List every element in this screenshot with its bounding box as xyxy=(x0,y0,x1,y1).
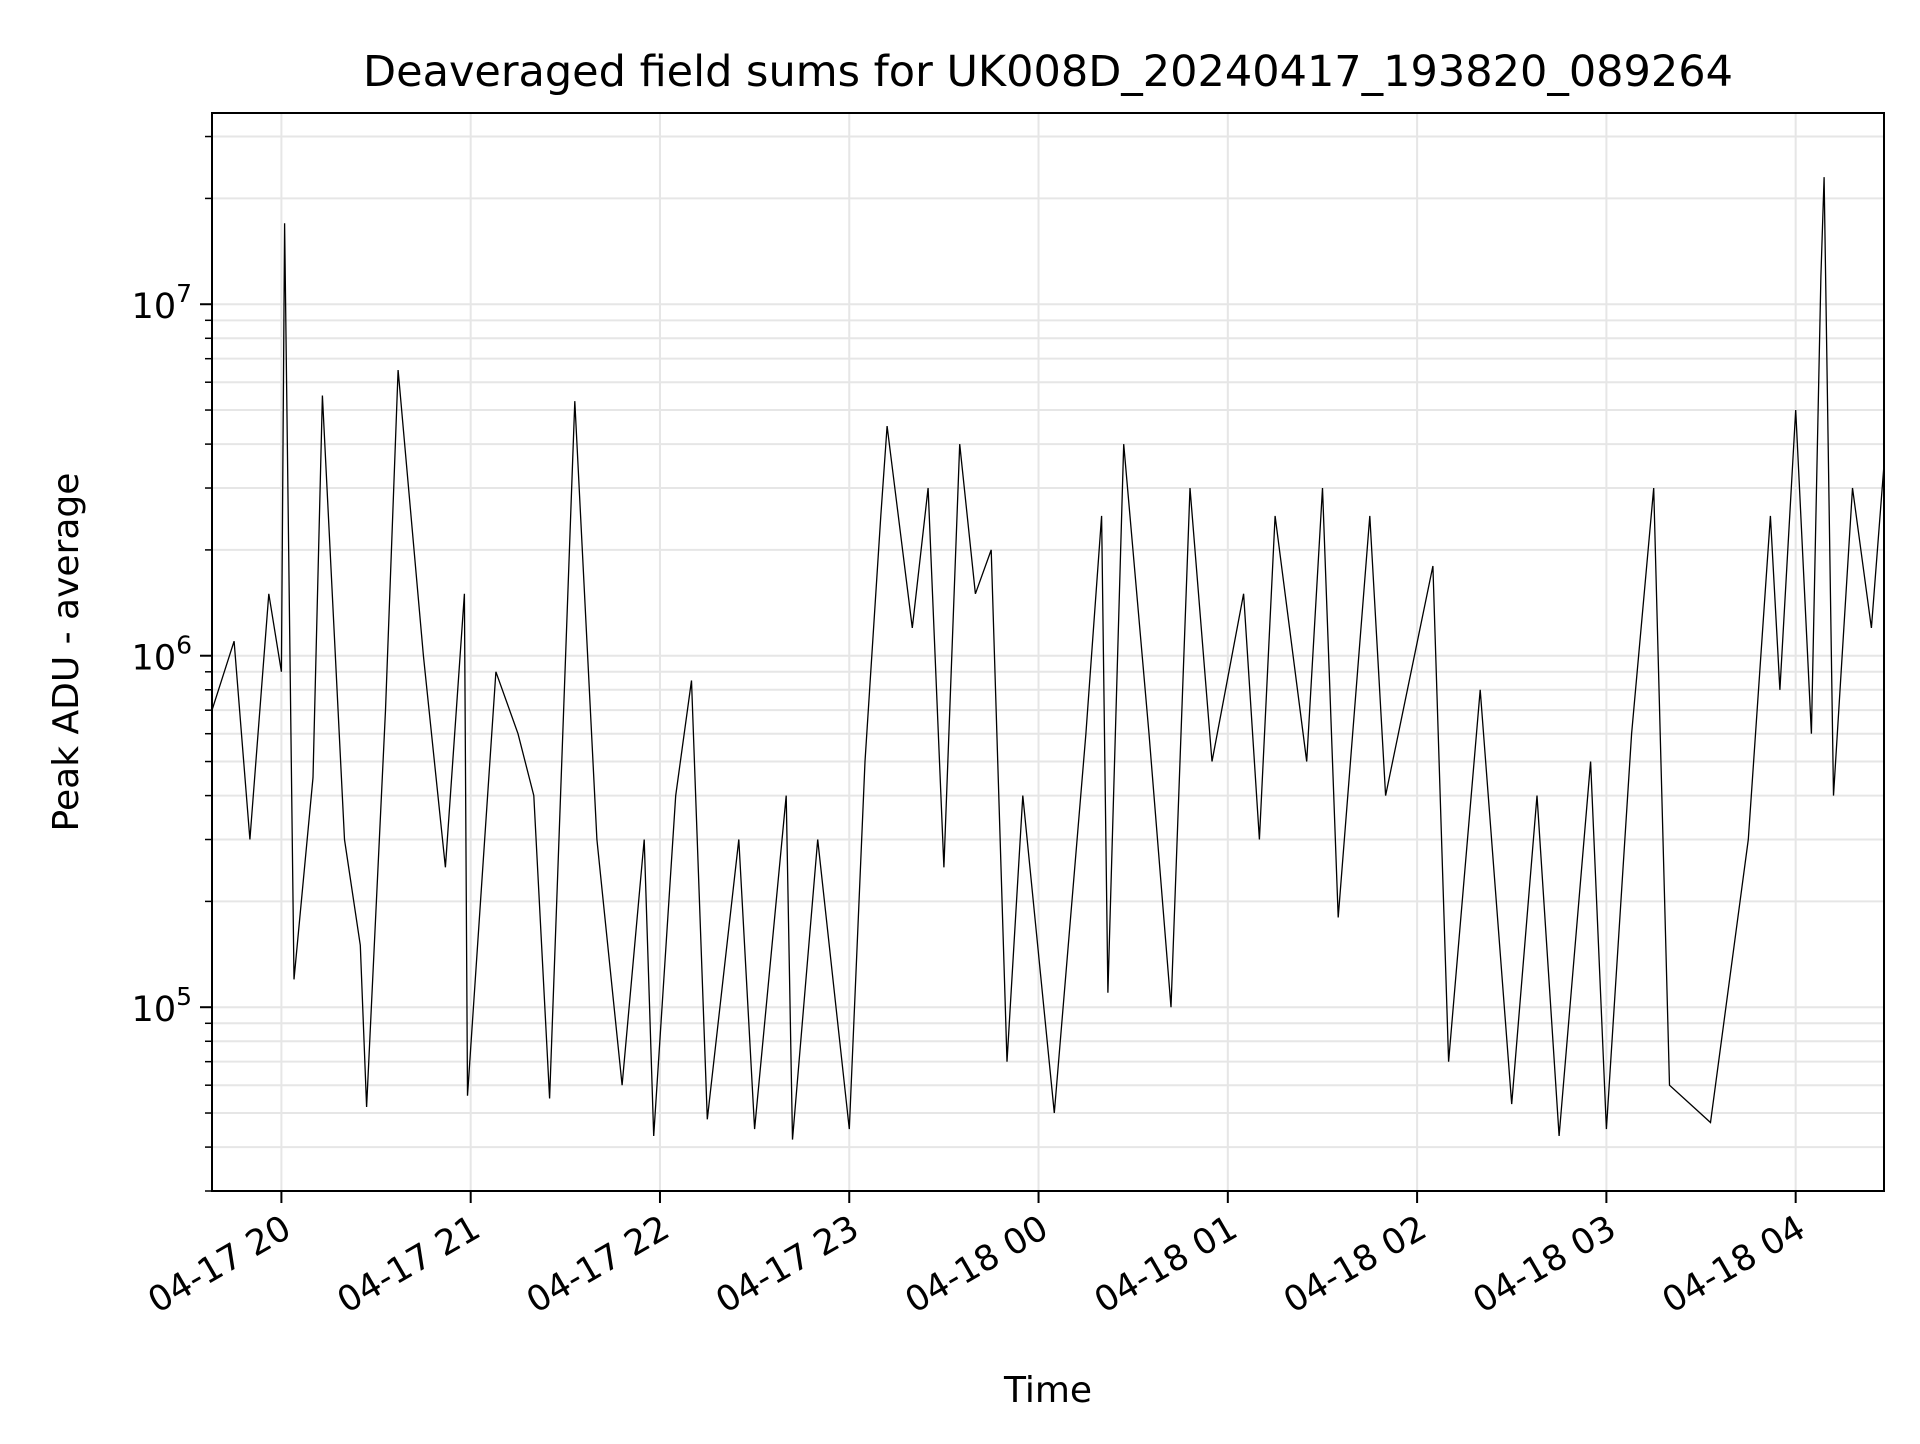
y-tick-base: 10 xyxy=(132,990,177,1030)
plot-area xyxy=(211,177,1885,1140)
y-tick-base: 10 xyxy=(132,639,177,679)
y-tick-label: 106 xyxy=(132,631,192,679)
y-tick-exponent: 5 xyxy=(176,982,192,1011)
y-axis-label: Peak ADU - average xyxy=(46,473,87,832)
plot-frame xyxy=(211,112,1885,1192)
series-line xyxy=(211,177,1885,1140)
y-tick-base: 10 xyxy=(132,287,177,327)
y-tick-exponent: 6 xyxy=(176,631,192,660)
y-tick-exponent: 7 xyxy=(176,279,192,308)
grid-layer xyxy=(212,113,1884,1192)
x-axis-label: Time xyxy=(1003,1370,1092,1411)
y-tick-label: 107 xyxy=(132,279,192,327)
y-tick-label: 105 xyxy=(132,982,192,1030)
chart-title: Deaveraged field sums for UK008D_2024041… xyxy=(363,47,1733,97)
